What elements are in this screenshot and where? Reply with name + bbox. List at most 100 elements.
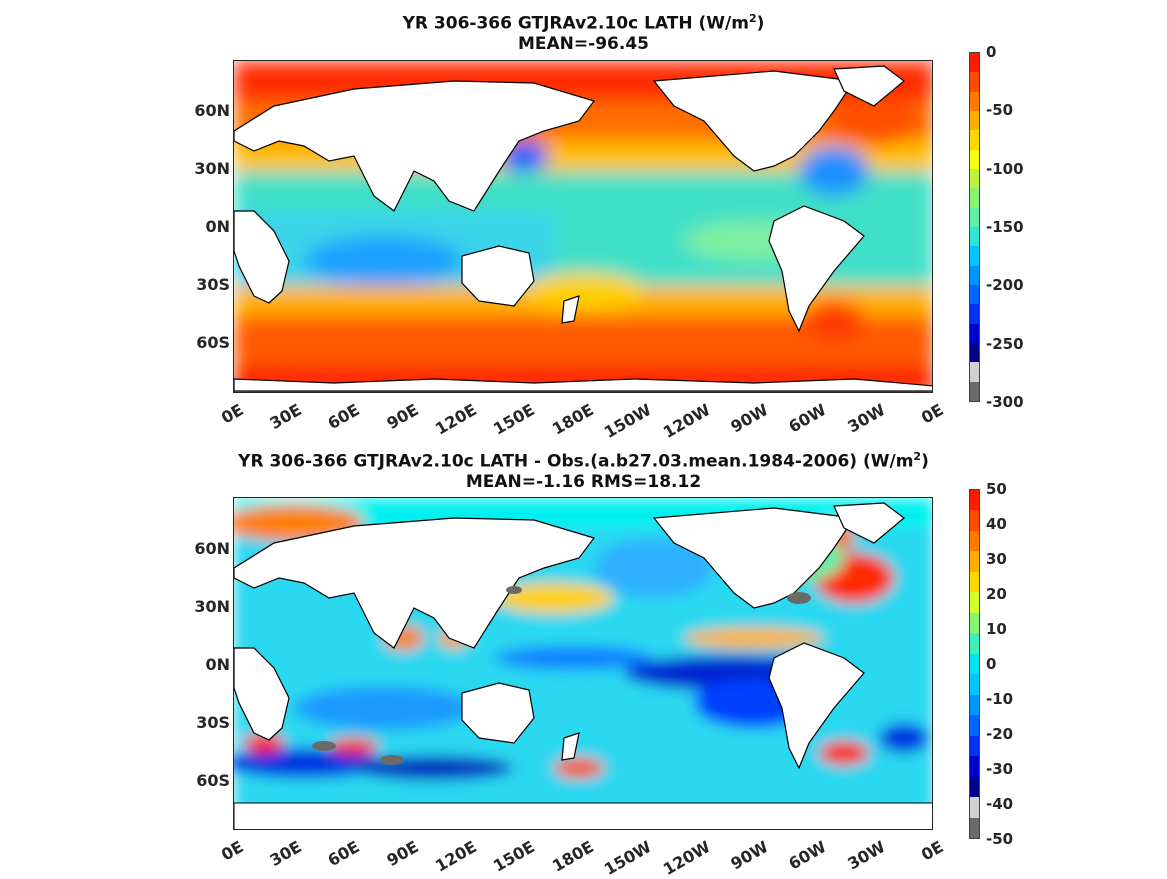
panel2-map — [233, 497, 933, 830]
panel1-colorbar-label: -300 — [986, 393, 1024, 411]
panel1-colorbar-label: -50 — [986, 101, 1014, 120]
land-africa-2 — [234, 647, 290, 741]
panel2-lon-label: 150W — [601, 837, 655, 879]
land-eurasia-2 — [234, 517, 595, 649]
panel2-colorbar-label: -10 — [986, 690, 1014, 708]
panel2-colorbar-swatch — [970, 551, 979, 572]
panel1-lon-label: 30W — [844, 400, 889, 437]
panel2-colorbar-swatch — [970, 756, 979, 777]
panel1-colorbar-swatch — [970, 149, 979, 169]
panel1-colorbar-label: -200 — [986, 276, 1024, 295]
panel2-lon-label: 90E — [383, 837, 422, 871]
panel2-title: YR 306-366 GTJRAv2.10c LATH - Obs.(a.b27… — [0, 446, 1167, 473]
panel2-colorbar-label: 0 — [986, 655, 997, 673]
panel1-colorbar-label: -150 — [986, 218, 1024, 236]
panel2-colorbar-swatch — [970, 715, 979, 736]
panel1-map-svg — [234, 61, 932, 392]
panel2-colorbar-label: 10 — [986, 620, 1007, 638]
panel2-colorbar-label: -50 — [986, 830, 1014, 848]
panel1-colorbar-swatch — [970, 130, 979, 150]
panel1-lat-label-30n: 30N — [194, 159, 230, 178]
panel2-colorbar — [969, 489, 980, 839]
panel2-colorbar-swatch — [970, 674, 979, 695]
panel1-land — [234, 65, 932, 392]
panel1-lon-label: 120W — [659, 400, 714, 442]
panel2-title-suffix: ) — [921, 451, 929, 472]
panel1-lon-label: 0E — [917, 400, 947, 428]
land-australia-2 — [461, 682, 535, 744]
panel1-colorbar-swatch — [970, 207, 979, 227]
panel2-colorbar-swatch — [970, 653, 979, 675]
panel2-lon-label: 0E — [217, 837, 247, 865]
panel2-colorbar-swatch — [970, 817, 979, 838]
panel1-colorbar — [969, 52, 980, 402]
panel1-colorbar-swatch — [970, 246, 979, 266]
panel1-lon-label: 90W — [727, 400, 772, 437]
panel1-colorbar-swatch — [970, 265, 979, 285]
land-eurasia — [234, 80, 595, 212]
panel1-lon-label: 180E — [548, 400, 597, 439]
panel1-lat-label-0n: 0N — [205, 217, 230, 236]
land-australia — [461, 245, 535, 307]
panel2-lat-label-60n: 60N — [194, 539, 230, 558]
panel2-colorbar-label: -30 — [986, 760, 1014, 778]
panel1-colorbar-swatch — [970, 226, 979, 247]
panel1-lon-label: 90E — [383, 400, 422, 434]
land-africa — [234, 210, 290, 304]
panel2-lat-label-0n: 0N — [205, 655, 230, 674]
panel2-colorbar-swatch — [970, 530, 979, 552]
land-southamerica-2 — [768, 642, 865, 770]
panel1-colorbar-swatch — [970, 72, 979, 92]
panel2-lon-label: 120W — [659, 837, 714, 879]
panel2-colorbar-swatch — [970, 633, 979, 654]
panel2-lon-label: 90W — [727, 837, 772, 874]
panel1-lon-label: 150E — [490, 400, 539, 439]
panel1-lon-label: 60W — [785, 400, 830, 437]
panel1-lon-label: 0E — [217, 400, 247, 428]
panel1-colorbar-swatch — [970, 342, 979, 363]
panel2-lon-label: 30W — [844, 837, 889, 874]
panel1-title-suffix: ) — [756, 13, 765, 34]
panel2-lon-label: 60W — [785, 837, 830, 874]
panel2-colorbar-label: -40 — [986, 795, 1014, 813]
panel2-lon-label: 0E — [917, 837, 947, 865]
panel1-colorbar-label: -100 — [986, 159, 1024, 178]
panel2-lon-label: 150E — [490, 837, 539, 876]
panel2-lon-label: 180E — [548, 837, 597, 876]
land-antarctica — [234, 378, 932, 392]
panel2-lat-label-60s: 60S — [196, 771, 230, 790]
land-newzealand-2 — [561, 732, 580, 761]
panel2-colorbar-label: 30 — [986, 550, 1007, 568]
panel1-colorbar-swatch — [970, 188, 979, 208]
panel1-lon-label: 30E — [266, 400, 305, 434]
panel1-mean: MEAN=-96.45 — [518, 34, 649, 54]
panel1-field — [234, 61, 932, 392]
panel2-mean: MEAN=-1.16 RMS=18.12 — [465, 472, 702, 492]
panel2-lat-label-30n: 30N — [194, 597, 230, 616]
panel2-map-svg — [234, 498, 932, 829]
panel2-colorbar-label: 20 — [986, 585, 1007, 603]
panel2-colorbar-swatch — [970, 571, 979, 593]
panel2-colorbar-label: -20 — [986, 725, 1014, 743]
panel2-colorbar-swatch — [970, 592, 979, 613]
panel1-title: YR 306-366 GTJRAv2.10c LATH (W/m2) — [0, 8, 1167, 35]
panel2-colorbar-swatch — [970, 694, 979, 716]
panel1-colorbar-label: -250 — [986, 334, 1024, 353]
panel1-colorbar-swatch — [970, 381, 979, 401]
panel2-lon-label: 60E — [324, 837, 364, 871]
panel1-colorbar-swatch — [970, 53, 979, 73]
panel2-title-sup: 2 — [913, 450, 922, 463]
panel1-title-sup: 2 — [748, 12, 757, 25]
panel2-grey-patches — [312, 586, 811, 765]
panel2-colorbar-swatch — [970, 612, 979, 634]
panel1-lat-label-60s: 60S — [196, 333, 230, 352]
panel1-colorbar-swatch — [970, 91, 979, 111]
panel1-map — [233, 60, 933, 393]
land-newzealand — [561, 295, 580, 324]
land-antarctica-2 — [234, 802, 932, 829]
panel1-lon-label: 150W — [601, 400, 655, 442]
panel2-colorbar-label: 50 — [986, 480, 1007, 498]
land-southamerica — [768, 205, 865, 333]
panel1-lat-label-60n: 60N — [194, 101, 230, 120]
panel1-colorbar-swatch — [970, 110, 979, 131]
